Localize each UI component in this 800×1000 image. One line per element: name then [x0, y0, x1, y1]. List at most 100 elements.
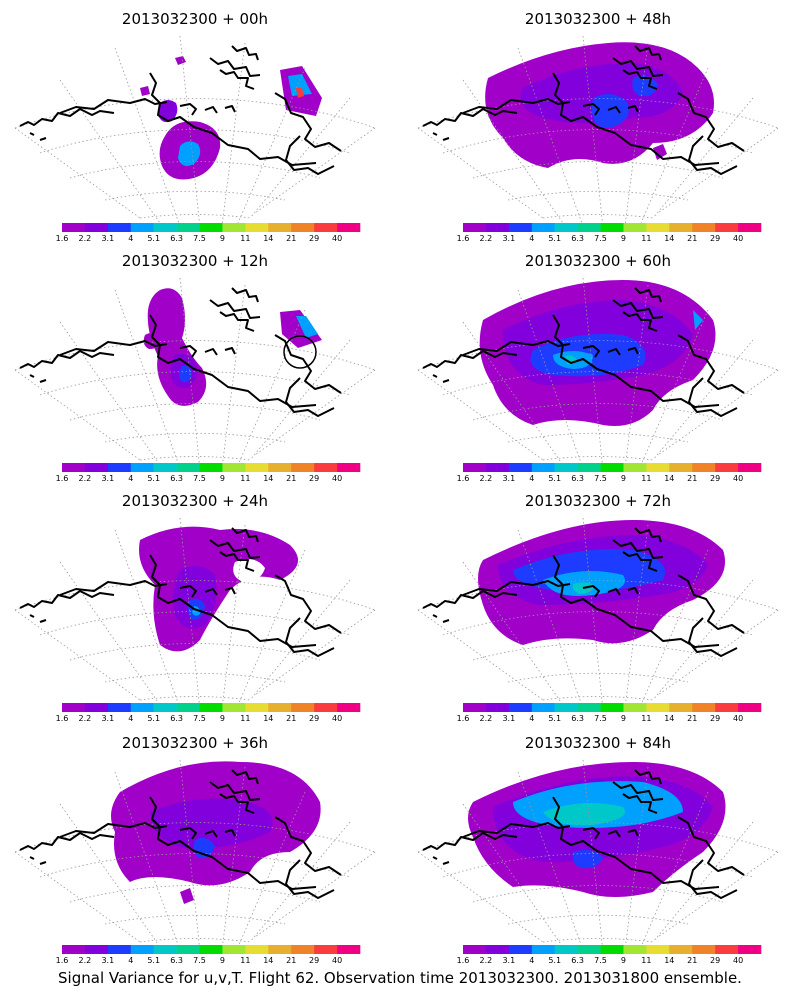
legend-tick-label: 21 [687, 956, 697, 965]
legend-swatch [314, 945, 338, 954]
legend-tick-label: 1.6 [457, 956, 470, 965]
legend-swatch [485, 703, 510, 712]
legend-tick-label: 21 [687, 474, 697, 483]
legend-tick-label: 11 [641, 474, 651, 483]
legend-swatch [268, 703, 292, 712]
legend-swatch [531, 223, 555, 232]
color-scale-legend: 1.6 2.2 3.1 4 5.1 6.3 7.5 9 11 14 21 29 40 [457, 223, 762, 243]
panel-title: 2013032300 + 48h [525, 10, 671, 28]
legend-tick-label: 21 [687, 714, 697, 723]
legend-tick-label: 1.6 [56, 234, 69, 243]
legend-swatch [245, 703, 269, 712]
color-scale-legend: 1.6 2.2 3.1 4 5.1 6.3 7.5 9 11 14 21 29 40 [457, 945, 762, 965]
legend-tick-label: 21 [286, 234, 296, 243]
legend-tick-label: 11 [240, 234, 250, 243]
legend-swatch [554, 463, 578, 472]
legend-tick-label: 5.1 [548, 474, 561, 483]
legend-swatch [268, 223, 292, 232]
legend-tick-label: 29 [710, 714, 720, 723]
legend-swatch [84, 945, 109, 954]
legend-swatch [669, 463, 693, 472]
legend-tick-label: 29 [309, 714, 319, 723]
color-scale-legend: 1.6 2.2 3.1 4 5.1 6.3 7.5 9 11 14 21 29 40 [56, 463, 361, 483]
legend-tick-label: 3.1 [502, 956, 515, 965]
legend-swatch [130, 463, 154, 472]
legend-tick-label: 40 [332, 474, 342, 483]
legend-tick-label: 3.1 [101, 474, 114, 483]
legend-tick-label: 7.5 [193, 234, 206, 243]
legend-swatch [508, 223, 533, 232]
legend-tick-label: 21 [286, 956, 296, 965]
legend-swatch [222, 463, 246, 472]
legend-swatch [62, 223, 86, 232]
color-scale-legend: 1.6 2.2 3.1 4 5.1 6.3 7.5 9 11 14 21 29 40 [56, 223, 361, 243]
legend-tick-label: 6.3 [170, 474, 183, 483]
legend-tick-label: 5.1 [147, 714, 160, 723]
legend-swatch [130, 703, 154, 712]
map-panel: 2013032300 + 00h [14, 10, 376, 229]
legend-swatch [268, 945, 292, 954]
legend-swatch [153, 703, 177, 712]
legend-tick-label: 7.5 [594, 956, 607, 965]
variance-field [468, 762, 726, 897]
legend-swatch [463, 223, 487, 232]
panel-title: 2013032300 + 84h [525, 734, 671, 752]
panel-title: 2013032300 + 12h [122, 252, 268, 270]
legend-tick-label: 29 [309, 234, 319, 243]
legend-swatch [577, 945, 601, 954]
legend-tick-label: 2.2 [480, 714, 493, 723]
legend-swatch [646, 703, 670, 712]
legend-tick-label: 6.3 [571, 714, 584, 723]
legend-swatch [314, 223, 338, 232]
legend-swatch [222, 223, 246, 232]
legend-swatch [531, 463, 555, 472]
legend-tick-label: 14 [263, 956, 273, 965]
map-panel: 2013032300 + 48h [417, 10, 779, 229]
map-panel: 2013032300 + 12h [14, 252, 376, 471]
legend-swatch [738, 945, 762, 954]
legend-tick-label: 11 [641, 234, 651, 243]
legend-swatch [84, 223, 109, 232]
legend-swatch [62, 463, 86, 472]
legend-tick-label: 21 [286, 474, 296, 483]
legend-tick-label: 4 [128, 956, 133, 965]
legend-swatch [531, 945, 555, 954]
legend-tick-label: 14 [263, 714, 273, 723]
panel-title: 2013032300 + 00h [122, 10, 268, 28]
legend-tick-label: 4 [529, 234, 534, 243]
legend-swatch [245, 945, 269, 954]
legend-tick-label: 21 [286, 714, 296, 723]
legend-tick-label: 6.3 [571, 234, 584, 243]
legend-swatch [199, 703, 223, 712]
legend-tick-label: 4 [128, 474, 133, 483]
legend-tick-label: 29 [309, 474, 319, 483]
legend-swatch [337, 463, 361, 472]
legend-swatch [577, 703, 601, 712]
legend-tick-label: 1.6 [56, 714, 69, 723]
legend-tick-label: 40 [733, 956, 743, 965]
legend-swatch [646, 223, 670, 232]
variance-field [143, 288, 322, 406]
legend-tick-label: 14 [263, 234, 273, 243]
variance-field [111, 761, 321, 904]
legend-tick-label: 14 [664, 474, 674, 483]
legend-tick-label: 6.3 [170, 714, 183, 723]
legend-swatch [669, 703, 693, 712]
legend-swatch [485, 945, 510, 954]
legend-swatch [130, 945, 154, 954]
legend-tick-label: 5.1 [548, 714, 561, 723]
legend-tick-label: 11 [240, 474, 250, 483]
color-legends: 1.6 2.2 3.1 4 5.1 6.3 7.5 9 11 14 21 29 40 1.6 2.2 3.1 4… [56, 223, 762, 965]
legend-swatch [669, 945, 693, 954]
legend-tick-label: 5.1 [147, 956, 160, 965]
legend-swatch [199, 463, 223, 472]
legend-tick-label: 40 [332, 234, 342, 243]
legend-tick-label: 29 [710, 234, 720, 243]
legend-tick-label: 6.3 [170, 956, 183, 965]
legend-tick-label: 7.5 [193, 474, 206, 483]
legend-swatch [600, 463, 624, 472]
legend-tick-label: 7.5 [594, 234, 607, 243]
legend-swatch [508, 463, 533, 472]
legend-tick-label: 4 [128, 714, 133, 723]
variance-field [140, 56, 322, 180]
